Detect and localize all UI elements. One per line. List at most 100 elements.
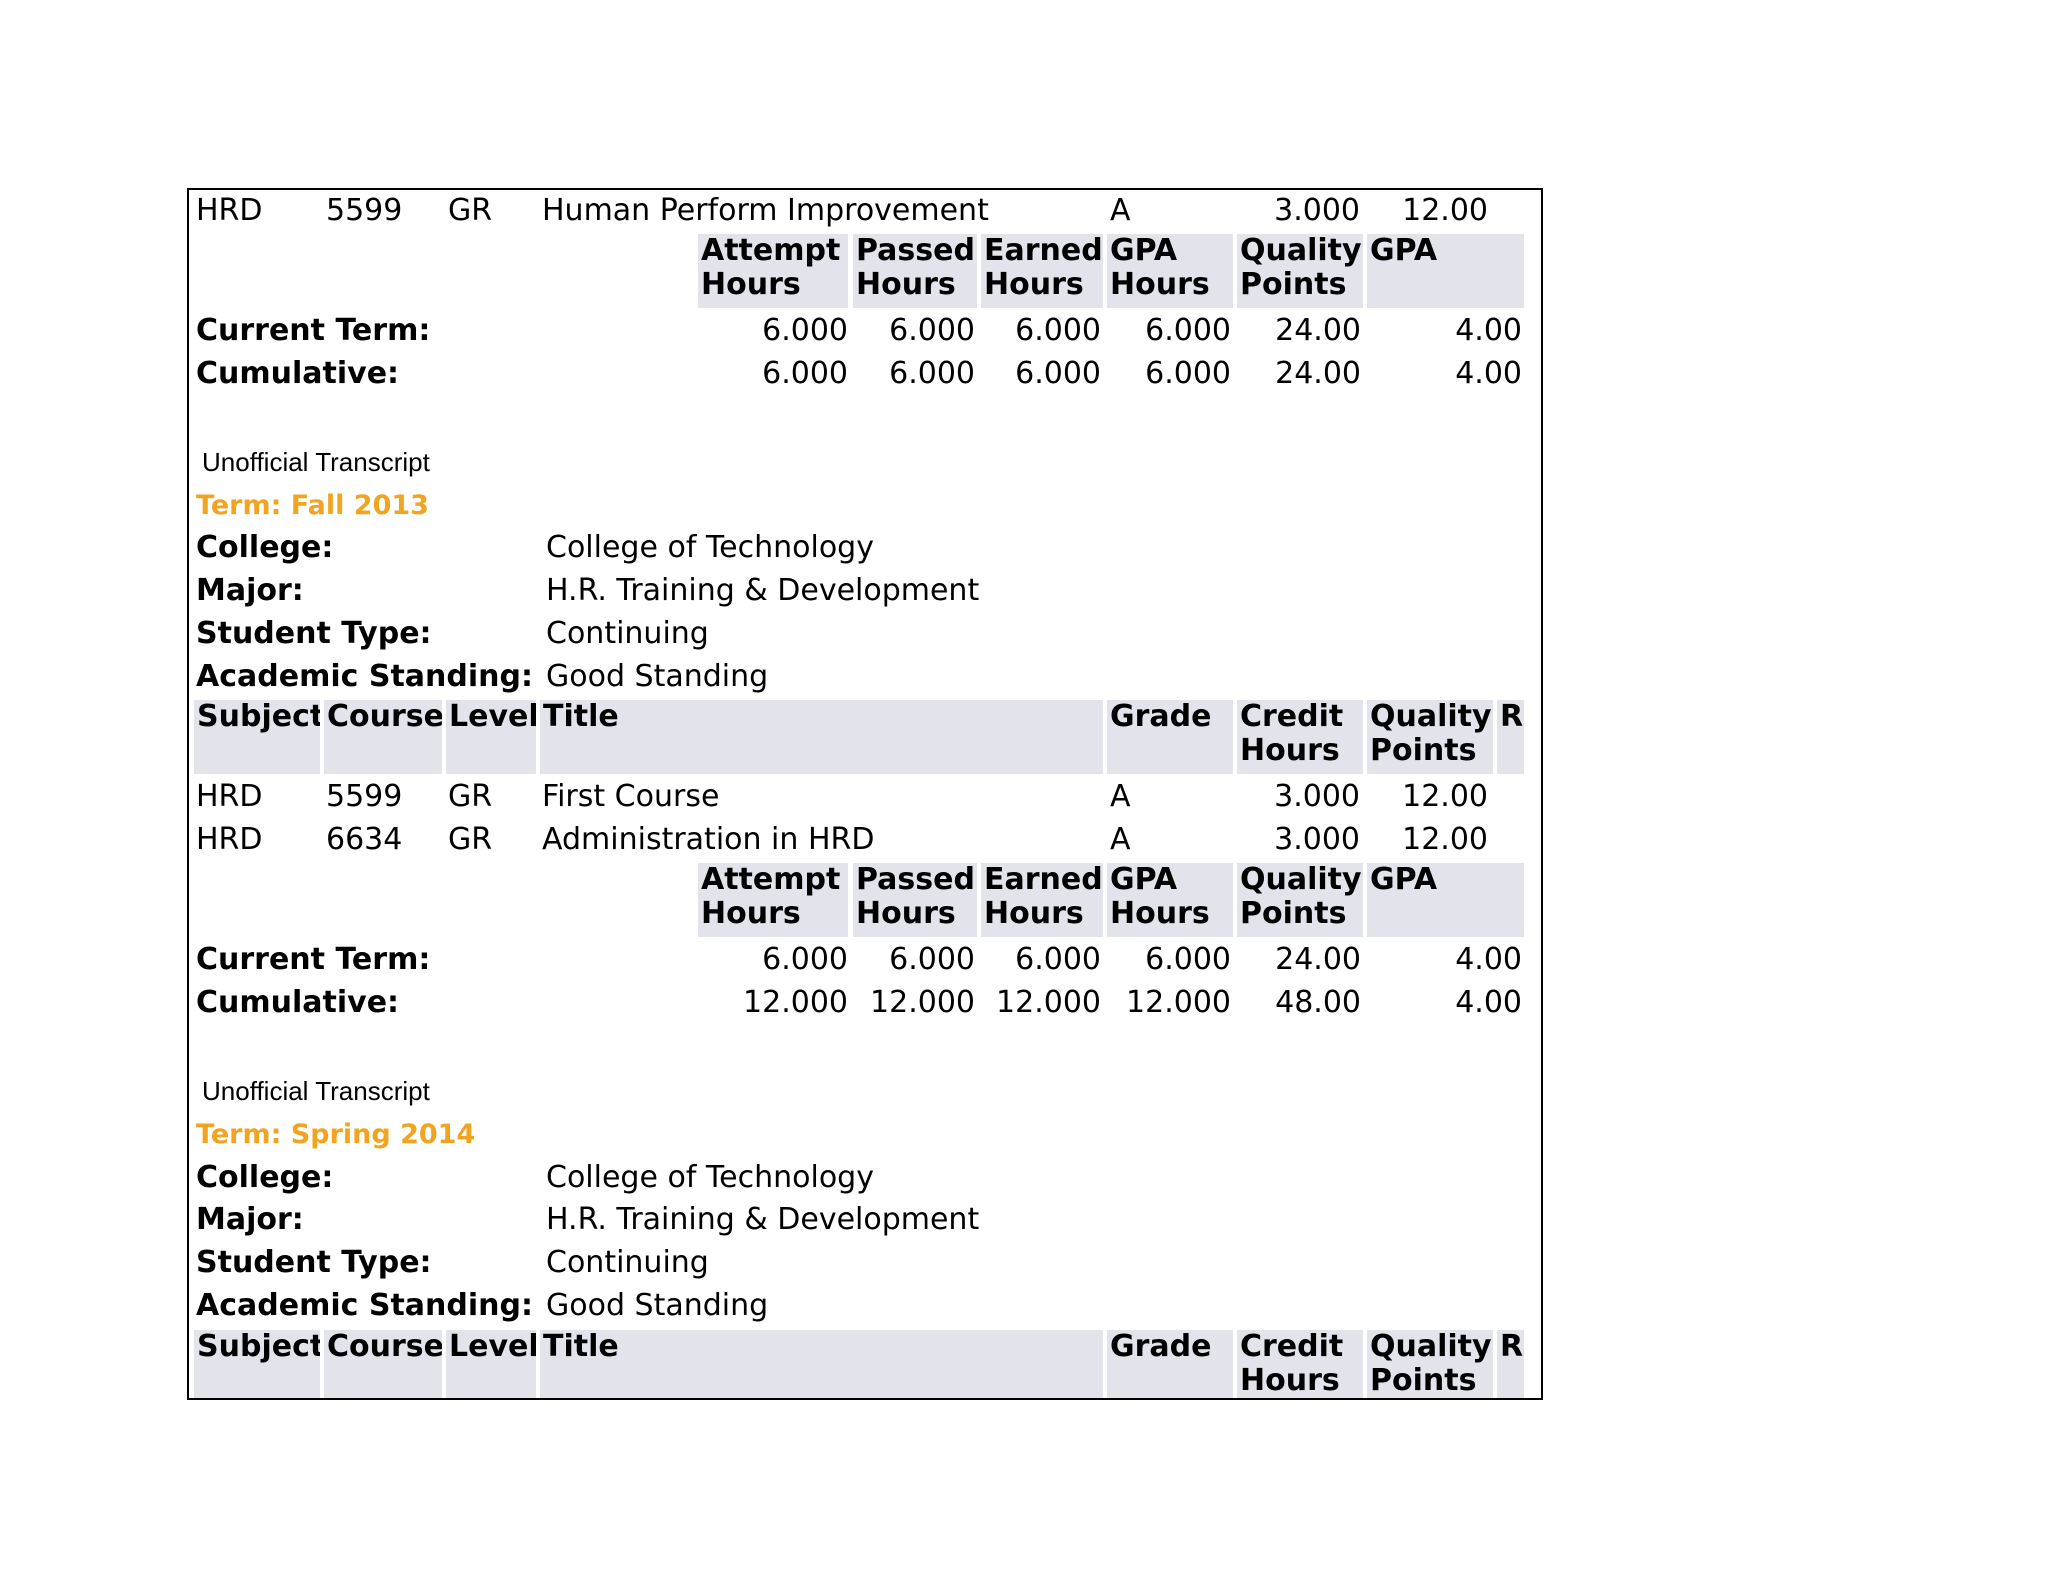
header-gpa: GPA xyxy=(1367,863,1524,937)
header-quality-points: Quality Points xyxy=(1237,234,1363,308)
header-title-text: Title xyxy=(543,1330,619,1364)
college-value: College of Technology xyxy=(546,530,874,565)
header-passed-hours: Passed Hours xyxy=(853,863,977,937)
cumulative-label: Cumulative: xyxy=(196,356,400,391)
header-title-text: Title xyxy=(543,700,619,734)
header-passed-line2: Hours xyxy=(856,267,956,302)
header-credit-hours: Credit Hours xyxy=(1237,1330,1363,1398)
header-gpa-hours-line2: Hours xyxy=(1110,896,1210,931)
current-term-label: Current Term: xyxy=(196,313,431,348)
earned-value: 6.000 xyxy=(1015,313,1101,348)
current-term-label: Current Term: xyxy=(196,942,431,977)
header-attempt-line2: Hours xyxy=(701,267,801,302)
header-gpa-line1: GPA xyxy=(1370,234,1438,268)
course-subject: HRD xyxy=(196,193,263,228)
course-number: 5599 xyxy=(326,193,403,228)
major-value: H.R. Training & Development xyxy=(546,573,980,608)
unofficial-transcript-label: Unofficial Transcript xyxy=(202,1076,430,1106)
header-r-text: R xyxy=(1500,1330,1524,1364)
gpa-value: 4.00 xyxy=(1455,942,1522,977)
course-credit: 3.000 xyxy=(1274,779,1360,814)
course-credit: 3.000 xyxy=(1274,822,1360,857)
earned-value: 6.000 xyxy=(1015,356,1101,391)
header-subject: Subject xyxy=(194,1330,320,1398)
course-subject: HRD xyxy=(196,822,263,857)
header-quality-line2: Points xyxy=(1240,896,1347,931)
attempt-value: 6.000 xyxy=(762,356,848,391)
academic-standing-label: Academic Standing: xyxy=(196,1288,533,1323)
gpa-hours-value: 6.000 xyxy=(1145,942,1231,977)
course-grade: A xyxy=(1110,193,1131,228)
passed-value: 6.000 xyxy=(889,356,975,391)
unofficial-transcript-label: Unofficial Transcript xyxy=(202,447,430,477)
header-gpa-hours: GPA Hours xyxy=(1107,863,1233,937)
header-level-text: Level xyxy=(449,700,536,734)
header-credit-line2: Hours xyxy=(1240,1363,1340,1398)
header-attempt-hours: Attempt Hours xyxy=(698,234,848,308)
header-course: Course xyxy=(324,1330,442,1398)
header-title: Title xyxy=(540,700,1103,774)
course-level: GR xyxy=(448,193,493,228)
passed-value: 6.000 xyxy=(889,942,975,977)
header-subject: Subject xyxy=(194,700,320,774)
header-level-text: Level xyxy=(449,1330,536,1364)
course-level: GR xyxy=(448,822,493,857)
header-quality-points: Quality Points xyxy=(1367,1330,1493,1398)
header-subject-text: Subject xyxy=(197,1330,320,1364)
student-type-value: Continuing xyxy=(546,1245,709,1280)
header-credit-hours: Credit Hours xyxy=(1237,700,1363,774)
course-level: GR xyxy=(448,779,493,814)
course-title: Administration in HRD xyxy=(542,822,875,857)
header-earned-line1: Earned xyxy=(984,234,1103,268)
academic-standing-label: Academic Standing: xyxy=(196,659,533,694)
header-attempt-line1: Attempt xyxy=(701,863,841,897)
header-earned-line1: Earned xyxy=(984,863,1103,897)
gpa-hours-value: 6.000 xyxy=(1145,313,1231,348)
gpa-value: 4.00 xyxy=(1455,985,1522,1020)
gpa-value: 4.00 xyxy=(1455,313,1522,348)
course-number: 6634 xyxy=(326,822,403,857)
student-type-value: Continuing xyxy=(546,616,709,651)
header-title: Title xyxy=(540,1330,1103,1398)
header-gpa-line1: GPA xyxy=(1370,863,1438,897)
header-quality-line2: Points xyxy=(1370,733,1477,768)
gpa-hours-value: 12.000 xyxy=(1126,985,1231,1020)
major-label: Major: xyxy=(196,573,304,608)
header-credit-line2: Hours xyxy=(1240,733,1340,768)
header-earned-hours: Earned Hours xyxy=(981,234,1103,308)
passed-value: 12.000 xyxy=(870,985,975,1020)
course-quality: 12.00 xyxy=(1402,779,1488,814)
header-gpa-hours-line2: Hours xyxy=(1110,267,1210,302)
major-value: H.R. Training & Development xyxy=(546,1202,980,1237)
header-quality-line2: Points xyxy=(1370,1363,1477,1398)
header-course-text: Course xyxy=(327,700,442,734)
header-gpa-hours-line1: GPA xyxy=(1110,863,1178,897)
course-grade: A xyxy=(1110,822,1131,857)
student-type-label: Student Type: xyxy=(196,616,432,651)
header-earned-line2: Hours xyxy=(984,267,1084,302)
header-r-text: R xyxy=(1500,700,1524,734)
header-gpa-hours: GPA Hours xyxy=(1107,234,1233,308)
earned-value: 6.000 xyxy=(1015,942,1101,977)
header-attempt-line2: Hours xyxy=(701,896,801,931)
quality-value: 48.00 xyxy=(1275,985,1361,1020)
academic-standing-value: Good Standing xyxy=(546,1288,769,1323)
header-passed-line2: Hours xyxy=(856,896,956,931)
course-number: 5599 xyxy=(326,779,403,814)
header-grade-text: Grade xyxy=(1110,700,1212,734)
gpa-hours-value: 6.000 xyxy=(1145,356,1231,391)
college-value: College of Technology xyxy=(546,1160,874,1195)
header-passed-line1: Passed xyxy=(856,863,975,897)
course-title: First Course xyxy=(542,779,720,814)
attempt-value: 12.000 xyxy=(743,985,848,1020)
college-label: College: xyxy=(196,530,334,565)
header-attempt-hours: Attempt Hours xyxy=(698,863,848,937)
header-grade: Grade xyxy=(1107,700,1233,774)
major-label: Major: xyxy=(196,1202,304,1237)
header-quality-line1: Quality xyxy=(1240,234,1362,268)
quality-value: 24.00 xyxy=(1275,942,1361,977)
attempt-value: 6.000 xyxy=(762,313,848,348)
header-attempt-line1: Attempt xyxy=(701,234,841,268)
header-level: Level xyxy=(446,1330,536,1398)
passed-value: 6.000 xyxy=(889,313,975,348)
